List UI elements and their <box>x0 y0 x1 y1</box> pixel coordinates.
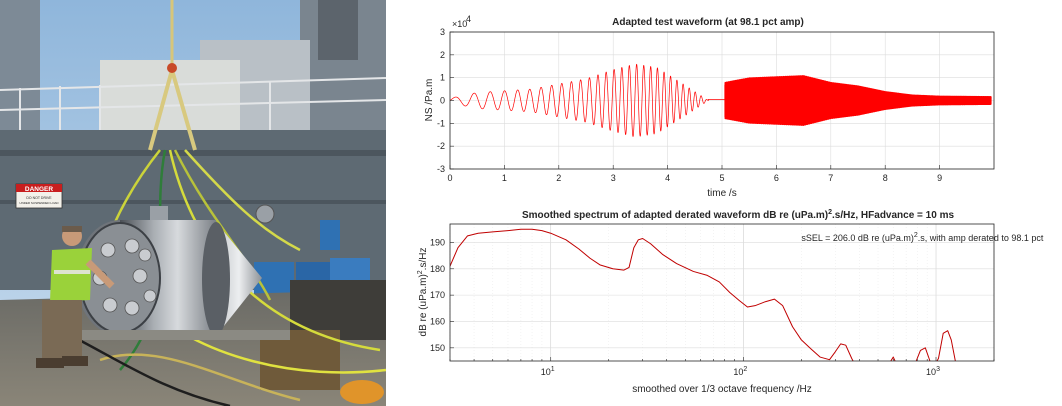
waveform-ticks: 0 1 2 3 4 5 6 7 8 9 3 2 1 0 -1 -2 -3 <box>437 27 942 183</box>
waveform-xtick-label: 2 <box>556 173 561 183</box>
spectrum-annotation: sSEL = 206.0 dB re (uPa.m)2.s, with amp … <box>801 232 1043 243</box>
cable-reel <box>340 380 384 404</box>
deck-photo: DANGER DO NOT DRIVE UNDER SUSPENDED LOAD <box>0 0 386 406</box>
waveform-xtick-label: 8 <box>883 173 888 183</box>
spectrum-plot-area <box>449 223 995 362</box>
spectrum-ytick-label: 190 <box>430 237 445 247</box>
worker <box>36 226 115 368</box>
waveform-xtick-label: 1 <box>502 173 507 183</box>
waveform-ytick-label: 1 <box>440 73 445 83</box>
waveform-exponent-label: ×10 4 <box>452 14 471 29</box>
railing <box>0 77 386 150</box>
waveform-xtick-label: 5 <box>719 173 724 183</box>
svg-text:×10: ×10 <box>452 19 467 29</box>
waveform-xtick-label: 0 <box>447 173 452 183</box>
danger-sign-text: DANGER <box>25 186 53 193</box>
waveform-ytick-label: -2 <box>437 141 445 151</box>
spectrum-ytick-label: 150 <box>430 343 445 353</box>
lifting-straps <box>148 0 197 151</box>
spectrum-xtick-label: 102 <box>733 366 747 377</box>
waveform-xtick-label: 3 <box>611 173 616 183</box>
waveform-ytick-label: 0 <box>440 96 445 106</box>
waveform-xtick-label: 7 <box>828 173 833 183</box>
waveform-ytick-label: -1 <box>437 118 445 128</box>
danger-sign-sub2: UNDER SUSPENDED LOAD <box>19 201 59 205</box>
waveform-ylabel: NS /Pa.m <box>424 79 435 122</box>
spectrum-title: Smoothed spectrum of adapted derated wav… <box>522 209 955 221</box>
waveform-title: Adapted test waveform (at 98.1 pct amp) <box>612 17 804 28</box>
spectrum-xtick-label: 103 <box>926 366 940 377</box>
spectrum-gridlines <box>449 224 995 361</box>
waveform-chart: Adapted test waveform (at 98.1 pct amp) … <box>424 14 995 199</box>
waveform-ytick-label: 3 <box>440 27 445 37</box>
spectrum-xtick-label: 101 <box>541 366 555 377</box>
spectrum-ytick-label: 170 <box>430 290 445 300</box>
spectrum-ytick-label: 180 <box>430 264 445 274</box>
spectrum-xlabel: smoothed over 1/3 octave frequency /Hz <box>632 384 812 395</box>
waveform-xtick-label: 6 <box>774 173 779 183</box>
spectrum-ytick-label: 160 <box>430 316 445 326</box>
waveform-xtick-label: 9 <box>937 173 942 183</box>
transducer-vessel <box>76 204 275 336</box>
waveform-ytick-label: 2 <box>440 50 445 60</box>
waveform-xtick-label: 4 <box>665 173 670 183</box>
spectrum-ylabel: dB re (uPa.m)2.s/Hz <box>417 248 429 337</box>
spectrum-ticks: 101 102 103 190 180 170 160 150 <box>430 237 995 377</box>
danger-sign: DANGER DO NOT DRIVE UNDER SUSPENDED LOAD <box>15 183 63 209</box>
charts-panel: Adapted test waveform (at 98.1 pct amp) … <box>386 0 1062 406</box>
spectrum-series-line <box>450 228 956 361</box>
waveform-xlabel: time /s <box>707 188 736 199</box>
waveform-series-line <box>449 63 992 137</box>
spectrum-chart: Smoothed spectrum of adapted derated wav… <box>417 209 1044 395</box>
svg-text:4: 4 <box>466 14 471 24</box>
danger-sign-sub: DO NOT DRIVE <box>26 196 52 200</box>
waveform-ytick-label: -3 <box>437 164 445 174</box>
